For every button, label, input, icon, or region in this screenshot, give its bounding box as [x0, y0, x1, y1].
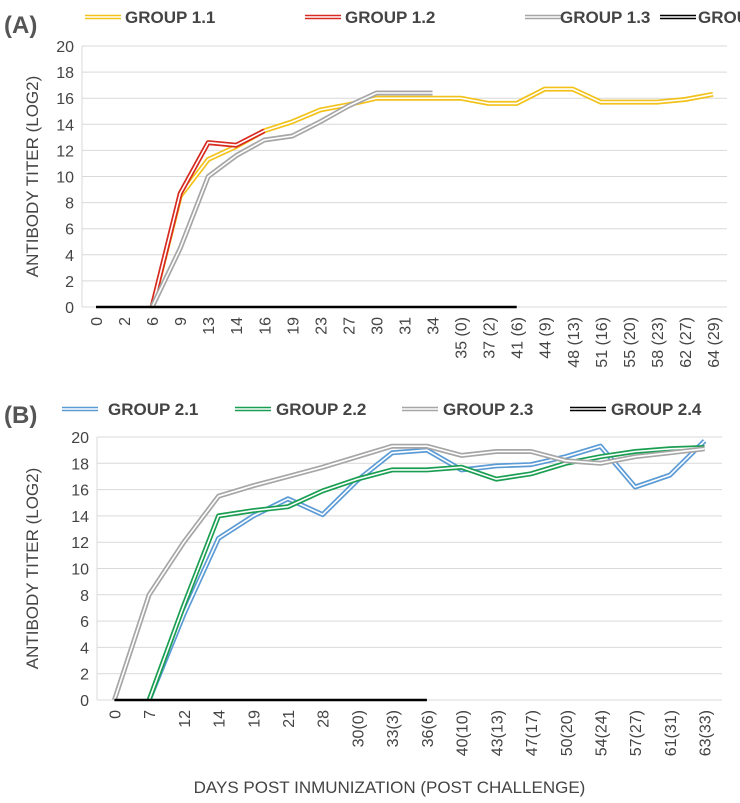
x-tick-label: 62 (27) — [678, 317, 695, 368]
x-tick-label: 58 (23) — [650, 317, 667, 368]
y-tick-label: 18 — [56, 65, 74, 82]
series-line-0 — [146, 439, 707, 701]
x-tick-label: 0 — [89, 317, 106, 326]
x-axis-label: DAYS POST INMUNIZATION (POST CHALLENGE) — [194, 778, 586, 797]
y-tick-label: 10 — [56, 170, 74, 187]
legend-label: GROUP 2.1 — [108, 400, 198, 419]
series-line-center-0 — [148, 440, 706, 701]
y-tick-label: 8 — [80, 588, 89, 605]
legend-label: GROUP 1.2 — [345, 8, 435, 27]
panel-label: (B) — [4, 402, 37, 429]
legend-label: GROUP 1.1 — [125, 8, 215, 27]
x-tick-label: 14 — [212, 710, 229, 728]
series-line-center-2 — [113, 445, 705, 701]
series-line-1 — [146, 445, 705, 701]
y-tick-label: 6 — [65, 222, 74, 239]
y-tick-label: 20 — [71, 430, 89, 447]
y-tick-label: 2 — [80, 667, 89, 684]
x-tick-label: 37 (2) — [482, 317, 499, 359]
legend-label: GROUP 1.4 — [698, 8, 740, 27]
x-tick-label: 43(13) — [489, 710, 506, 756]
x-tick-label: 33(3) — [385, 710, 402, 747]
x-tick-label: 13 — [201, 317, 218, 335]
y-tick-label: 18 — [71, 456, 89, 473]
x-tick-label: 50(20) — [559, 710, 576, 756]
y-axis-label: ANTIBODY TITER (LOG2) — [23, 468, 42, 670]
x-tick-label: 31 — [398, 317, 415, 335]
y-tick-label: 14 — [56, 117, 74, 134]
y-tick-label: 20 — [56, 39, 74, 56]
legend-label: GROUP 1.3 — [560, 8, 650, 27]
x-tick-label: 12 — [177, 710, 194, 728]
y-tick-label: 12 — [71, 535, 89, 552]
y-tick-label: 6 — [80, 614, 89, 631]
x-tick-label: 36(6) — [420, 710, 437, 747]
y-tick-label: 4 — [65, 248, 74, 265]
x-tick-label: 19 — [285, 317, 302, 335]
x-tick-label: 48 (13) — [566, 317, 583, 368]
x-tick-label: 7 — [142, 710, 159, 719]
series-line-center-2 — [151, 92, 433, 308]
x-tick-label: 14 — [229, 317, 246, 335]
series-line-center-1 — [148, 446, 705, 701]
y-tick-label: 10 — [71, 562, 89, 579]
y-tick-label: 16 — [56, 91, 74, 108]
x-tick-label: 44 (9) — [538, 317, 555, 359]
x-tick-label: 30 — [369, 317, 386, 335]
series-line-0 — [149, 86, 714, 308]
chart-panel-1: (B) GROUP 2.1 GROUP 2.2 GROUP 2.3 GROUP 2.4 0… — [4, 400, 722, 797]
legend-label: GROUP 2.4 — [611, 400, 702, 419]
x-tick-label: 23 — [313, 317, 330, 335]
x-tick-label: 9 — [173, 317, 190, 326]
y-axis-label: ANTIBODY TITER (LOG2) — [23, 76, 42, 278]
x-tick-label: 57(27) — [628, 710, 645, 756]
x-tick-label: 40(10) — [455, 710, 472, 756]
x-tick-label: 63(33) — [698, 710, 715, 756]
x-tick-label: 61(31) — [663, 710, 680, 756]
x-tick-label: 19 — [246, 710, 263, 728]
x-tick-label: 34 — [426, 317, 443, 335]
x-tick-label: 35 (0) — [454, 317, 471, 359]
y-tick-label: 0 — [80, 693, 89, 710]
x-tick-label: 54(24) — [593, 710, 610, 756]
x-tick-label: 0 — [107, 710, 124, 719]
x-tick-label: 28 — [316, 710, 333, 728]
x-tick-label: 6 — [145, 317, 162, 326]
y-tick-label: 12 — [56, 143, 74, 160]
y-tick-label: 0 — [65, 300, 74, 317]
series-line-center-0 — [151, 88, 714, 308]
y-tick-label: 16 — [71, 483, 89, 500]
y-tick-label: 4 — [80, 640, 89, 657]
x-tick-label: 47(17) — [524, 710, 541, 756]
x-tick-label: 2 — [117, 317, 134, 326]
x-tick-label: 21 — [281, 710, 298, 728]
x-tick-label: 16 — [257, 317, 274, 335]
x-tick-label: 27 — [341, 317, 358, 335]
series-line-2 — [149, 90, 433, 309]
legend-label: GROUP 2.3 — [443, 400, 533, 419]
x-tick-label: 64 (29) — [706, 317, 723, 368]
x-tick-label: 41 (6) — [510, 317, 527, 359]
x-tick-label: 30(0) — [350, 710, 367, 747]
x-tick-label: 55 (20) — [622, 317, 639, 368]
y-tick-label: 2 — [65, 274, 74, 291]
y-tick-label: 14 — [71, 509, 89, 526]
legend-label: GROUP 2.2 — [276, 400, 366, 419]
chart-panel-0: (A) GROUP 1.1 GROUP 1.2 GROUP 1.3 GROUP 1.4 0… — [4, 8, 740, 368]
x-tick-label: 51 (16) — [594, 317, 611, 368]
y-tick-label: 8 — [65, 196, 74, 213]
panel-label: (A) — [4, 12, 37, 39]
